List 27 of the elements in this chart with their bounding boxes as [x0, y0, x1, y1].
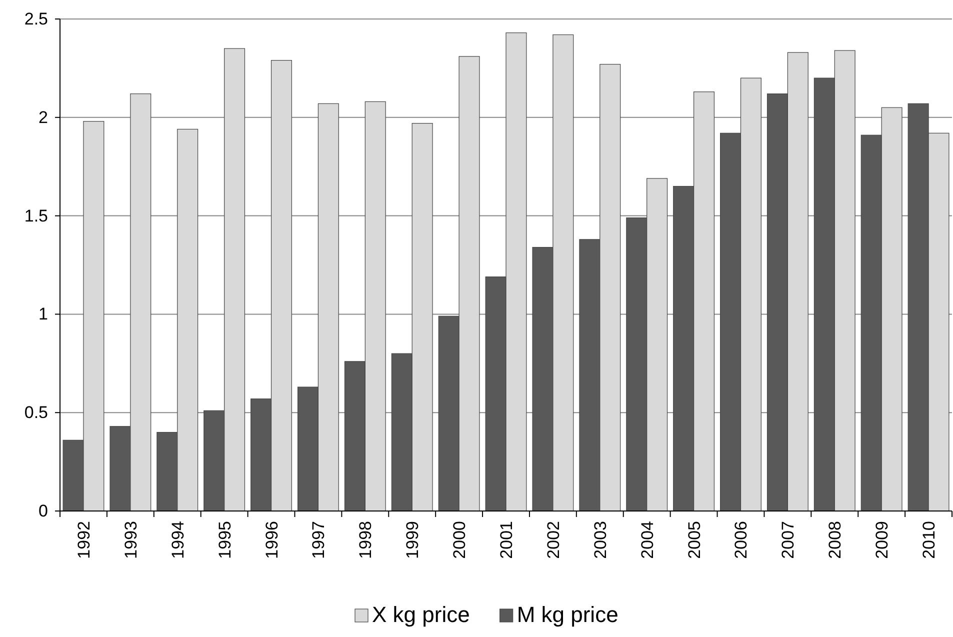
x-tick-label: 1999 [403, 521, 422, 559]
x-tick-label: 1997 [309, 521, 328, 559]
legend-label: M kg price [516, 602, 618, 627]
x-tick-label: 2005 [684, 521, 704, 559]
y-tick-label: 1 [38, 304, 48, 324]
x-tick-label: 2009 [872, 521, 892, 559]
x-tick-label: 1992 [74, 521, 94, 559]
y-tick-label: 0.5 [24, 403, 48, 422]
x-tick-label: 1993 [121, 521, 140, 559]
x-tick-label: 2000 [450, 521, 470, 559]
x-tick-label: 2007 [778, 521, 798, 559]
x-tick-label: 1995 [215, 521, 234, 559]
x-tick-label: 2004 [638, 521, 657, 559]
y-tick-label: 0 [38, 501, 48, 520]
x-tick-label: 2008 [826, 521, 845, 559]
x-tick-label: 1994 [168, 521, 188, 559]
legend-label: X kg price [372, 602, 470, 627]
x-tick-label: 1998 [356, 521, 376, 559]
y-tick-label: 1.5 [24, 206, 48, 226]
x-tick-label: 2006 [732, 521, 751, 559]
x-tick-label: 1996 [262, 521, 282, 559]
x-tick-label: 2010 [920, 521, 939, 559]
y-tick-label: 2 [38, 108, 48, 127]
x-tick-label: 2003 [590, 521, 610, 559]
x-tick-label: 2001 [497, 521, 516, 559]
x-tick-label: 2002 [544, 521, 563, 559]
y-tick-label: 2.5 [24, 9, 48, 28]
